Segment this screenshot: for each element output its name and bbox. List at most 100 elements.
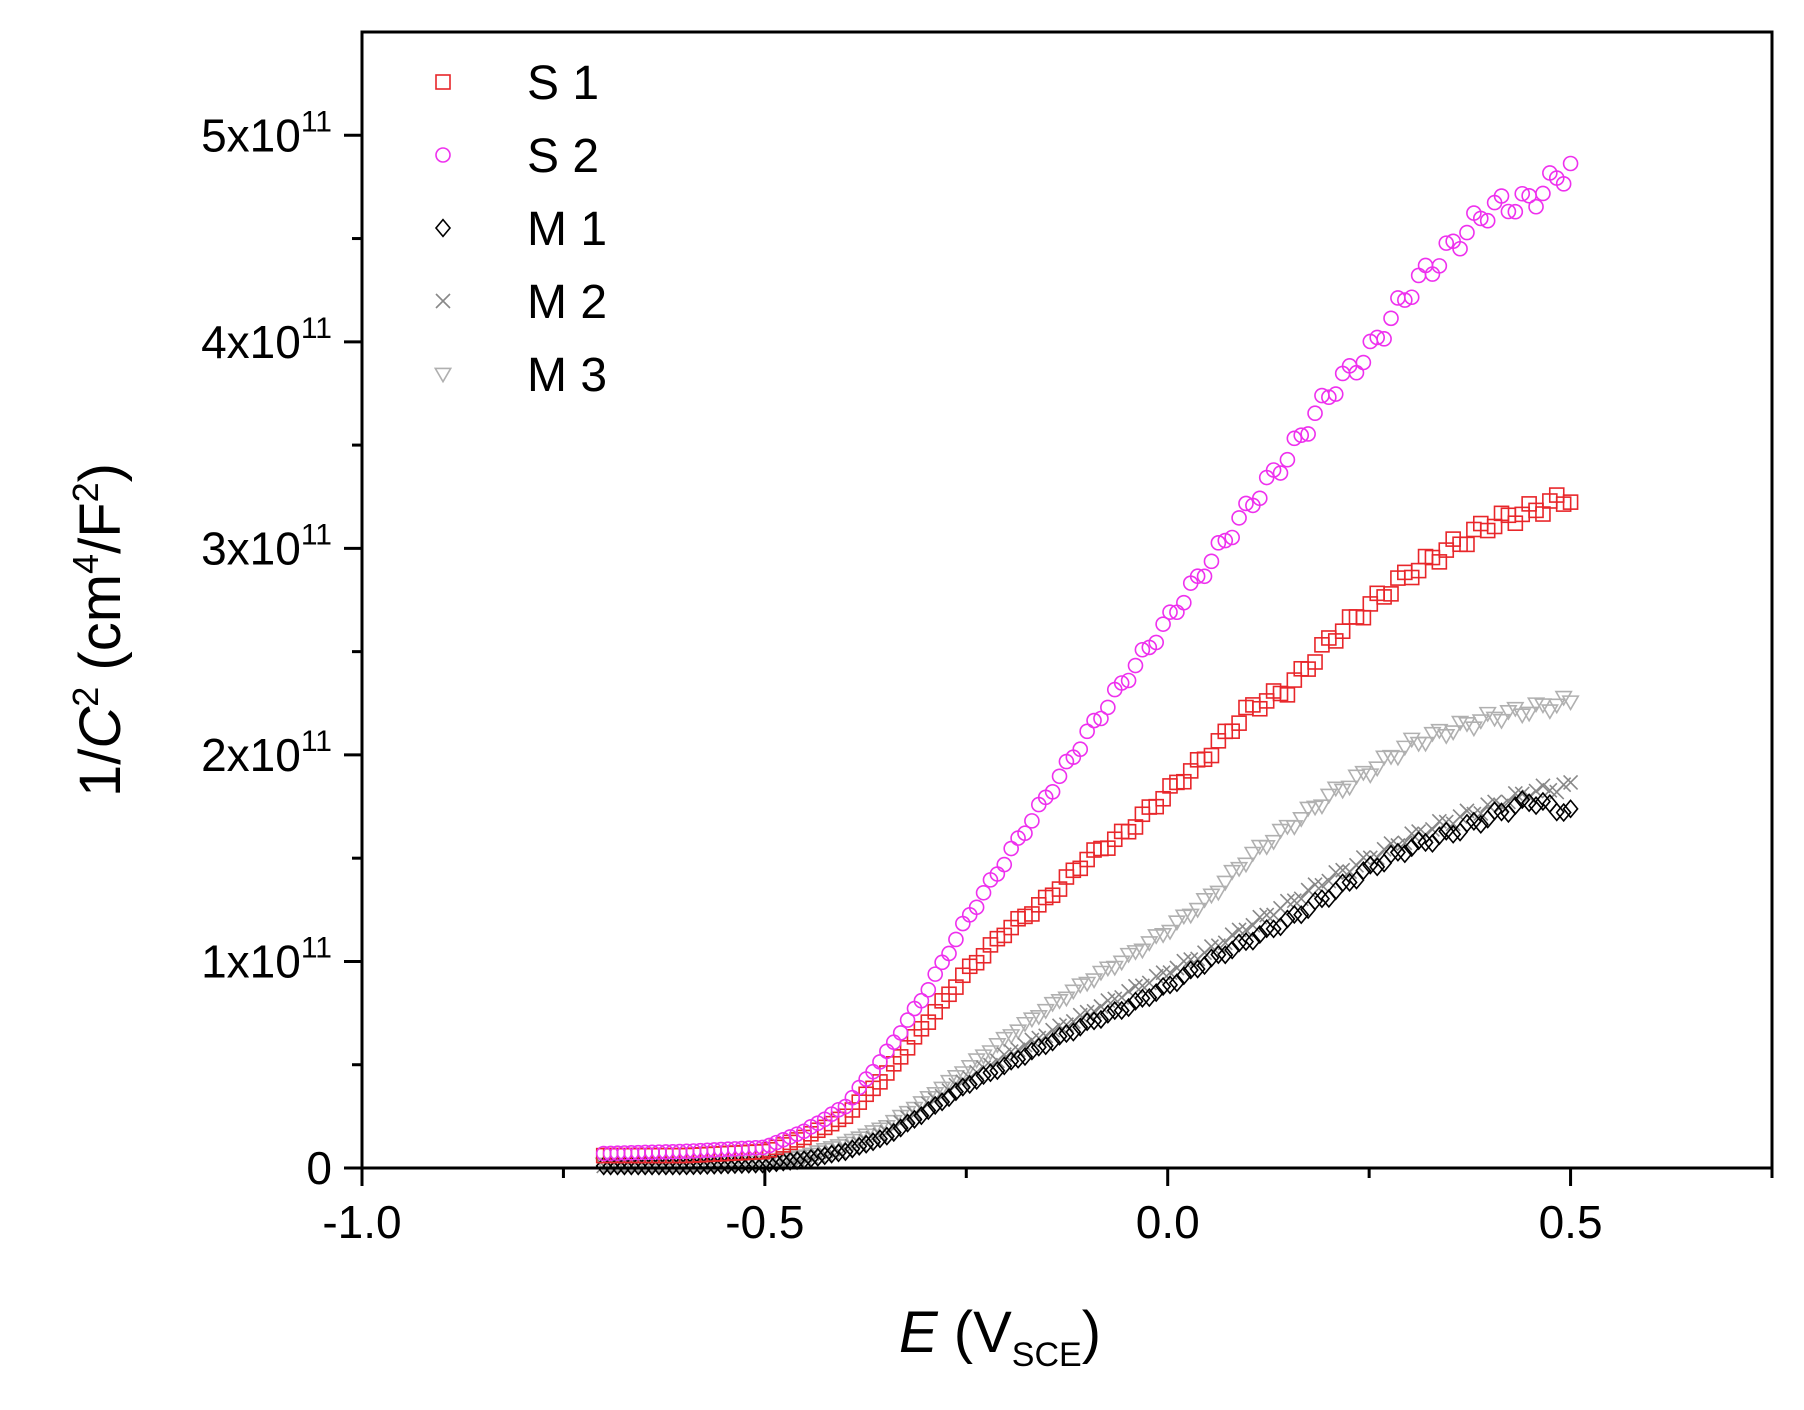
data-point <box>1175 966 1192 986</box>
data-point <box>1396 844 1413 864</box>
data-point <box>1051 768 1068 785</box>
data-point <box>1555 176 1572 192</box>
data-point <box>974 1049 993 1066</box>
data-point <box>1231 922 1247 938</box>
data-point <box>953 1066 972 1082</box>
data-point <box>1307 891 1324 911</box>
data-point <box>1167 915 1187 932</box>
data-point <box>1541 793 1558 814</box>
data-point <box>775 1131 792 1148</box>
data-point <box>1134 641 1151 658</box>
data-point <box>1313 889 1330 909</box>
data-point <box>913 992 930 1009</box>
legend-marker <box>435 147 451 163</box>
data-point <box>872 1054 888 1070</box>
data-point <box>1141 987 1158 1008</box>
data-point <box>1224 940 1241 960</box>
data-point <box>1507 203 1524 220</box>
data-point <box>1008 1024 1028 1041</box>
data-point <box>1354 765 1373 782</box>
data-point <box>719 1155 737 1175</box>
y-tick-label: 3x1011 <box>201 518 332 574</box>
data-point <box>1403 837 1420 858</box>
data-point <box>1368 761 1387 778</box>
data-point <box>1133 943 1152 960</box>
data-point <box>1224 927 1240 943</box>
data-point <box>782 1151 799 1171</box>
data-point <box>1314 877 1330 893</box>
data-point <box>1341 872 1358 893</box>
data-point <box>1003 1051 1020 1071</box>
data-point <box>1562 155 1579 172</box>
data-point <box>1120 672 1137 689</box>
data-point <box>1479 212 1496 229</box>
data-point <box>1072 1017 1089 1037</box>
x-tick-label: 0.5 <box>1539 1196 1603 1248</box>
data-point <box>1307 405 1323 422</box>
legend: S 1 S 2 M 1 M 2 M 3 <box>433 57 607 402</box>
data-point <box>789 1126 805 1142</box>
data-point <box>946 1070 966 1086</box>
data-point <box>1203 553 1220 570</box>
data-point <box>1499 704 1518 721</box>
data-point <box>1520 706 1539 723</box>
data-point <box>1196 568 1213 585</box>
data-point <box>885 1034 902 1051</box>
data-point <box>1189 568 1206 585</box>
data-point <box>1485 711 1504 728</box>
data-point <box>1361 768 1380 785</box>
data-point <box>1084 973 1104 989</box>
data-point <box>1272 465 1289 481</box>
data-point <box>948 931 964 948</box>
data-point <box>968 1070 985 1091</box>
data-point <box>1528 198 1544 215</box>
data-point <box>927 966 944 982</box>
data-point <box>1045 1022 1061 1038</box>
data-point <box>830 1101 847 1118</box>
data-point <box>1065 1022 1082 1042</box>
data-point <box>920 1100 937 1121</box>
data-point <box>823 1144 840 1164</box>
data-point <box>1257 840 1276 856</box>
data-point <box>1535 185 1551 202</box>
data-point <box>1472 210 1489 227</box>
data-point <box>1555 802 1572 823</box>
legend-label: M 2 <box>527 276 607 329</box>
data-point <box>1554 690 1573 707</box>
data-point <box>947 1082 964 1102</box>
data-point <box>1079 723 1095 740</box>
data-point <box>1383 310 1399 327</box>
data-point <box>1154 928 1173 944</box>
data-point <box>1036 1003 1055 1020</box>
data-point <box>1210 535 1227 551</box>
data-point <box>1251 490 1268 507</box>
data-point <box>1514 185 1531 202</box>
legend-label: M 3 <box>527 349 607 402</box>
data-point <box>1417 832 1434 853</box>
data-point <box>1223 864 1242 881</box>
data-point <box>996 1056 1013 1076</box>
data-point <box>1092 1009 1109 1030</box>
data-point <box>1307 654 1323 670</box>
data-point <box>837 1142 854 1162</box>
data-point <box>1100 699 1116 716</box>
data-point <box>1086 1011 1103 1031</box>
legend-label: S 1 <box>527 57 599 110</box>
data-point <box>1217 945 1234 965</box>
data-point <box>878 1126 895 1146</box>
axes: -1.0 -0.5 0.0 0.5 0 1x1011 2x1011 3x1011 4x1011 5… <box>201 105 1774 1248</box>
data-point <box>933 1081 952 1098</box>
data-point <box>1051 1026 1068 1046</box>
data-point <box>1029 1009 1048 1026</box>
data-point <box>1015 1016 1035 1033</box>
data-point <box>1383 586 1399 602</box>
data-point <box>1369 329 1385 346</box>
data-point <box>1058 1023 1075 1044</box>
plot-frame <box>360 30 1774 1170</box>
legend-marker <box>433 367 453 384</box>
data-point <box>1072 741 1089 758</box>
data-point <box>1010 1049 1027 1069</box>
legend-label: M 1 <box>527 203 607 256</box>
data-point <box>858 1134 875 1154</box>
data-point <box>816 1146 833 1166</box>
